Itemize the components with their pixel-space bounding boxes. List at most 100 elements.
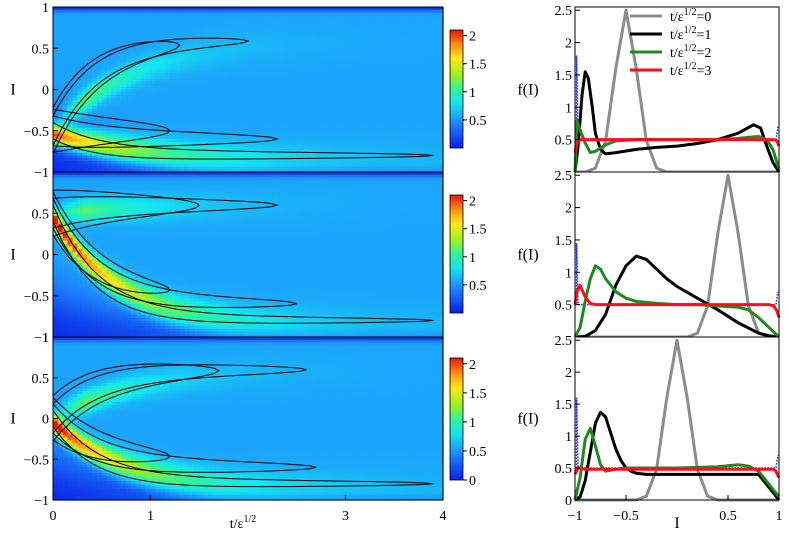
heatmap-cell	[350, 106, 356, 110]
heatmap-cell	[67, 42, 74, 47]
heatmap-cell	[301, 100, 308, 104]
heatmap-cell	[287, 42, 293, 47]
heatmap-cell	[243, 15, 249, 19]
heatmap-cell	[248, 70, 254, 74]
heatmap-cell	[96, 62, 103, 66]
heatmap-cell	[165, 95, 171, 99]
heatmap-cell	[340, 62, 347, 66]
heatmap-cell	[82, 128, 88, 132]
heatmap-cell	[243, 56, 249, 60]
heatmap-cell	[121, 42, 127, 47]
heatmap-cell	[82, 108, 88, 113]
heatmap-cell	[355, 75, 361, 80]
heatmap-cell	[174, 108, 181, 113]
heatmap-cell	[135, 20, 142, 25]
heatmap-cell	[223, 53, 230, 58]
heatmap-cell	[282, 84, 288, 88]
heatmap-cell	[301, 81, 308, 85]
heatmap-cell	[335, 147, 342, 151]
heatmap-cell	[92, 169, 98, 173]
heatmap-cell	[335, 51, 342, 55]
heatmap-cell	[135, 141, 142, 146]
heatmap-cell	[257, 31, 264, 36]
heatmap-cell	[257, 53, 264, 58]
heatmap-panel-2: 0.50−0.5−1I	[10, 171, 444, 346]
heatmap-cell	[126, 161, 132, 165]
heatmap-cell	[111, 73, 117, 77]
heatmap-cell	[306, 42, 312, 47]
heatmap-cell	[277, 15, 283, 19]
heatmap-cell	[72, 95, 78, 99]
heatmap-cell	[233, 81, 239, 85]
heatmap-cell	[140, 42, 147, 47]
heatmap-cell	[262, 169, 269, 173]
heatmap-cell	[67, 125, 74, 129]
heatmap-cell	[316, 158, 322, 162]
heatmap-cell	[131, 64, 137, 69]
heatmap-cell	[287, 37, 293, 41]
heatmap-cell	[155, 92, 161, 96]
heatmap-cell	[238, 136, 244, 140]
heatmap-cell	[340, 75, 347, 80]
heatmap-cell	[53, 136, 59, 140]
heatmap-cell	[257, 29, 264, 33]
heatmap-cell	[326, 161, 332, 165]
heatmap-cell	[131, 9, 137, 14]
heatmap-cell	[101, 15, 108, 19]
heatmap-cell	[252, 133, 259, 137]
heatmap-cell	[243, 51, 249, 55]
heatmap-cell	[345, 15, 351, 19]
heatmap-cell	[150, 62, 156, 66]
heatmap-cell	[326, 59, 332, 63]
heatmap-cell	[140, 12, 147, 16]
heatmap-cell	[228, 23, 234, 27]
heatmap-cell	[53, 119, 59, 124]
heatmap-cell	[262, 161, 269, 165]
heatmap-cell	[360, 51, 366, 55]
heatmap-cell	[228, 106, 234, 110]
heatmap-cell	[145, 18, 152, 22]
heatmap-cell	[160, 155, 166, 159]
heatmap-cell	[345, 29, 351, 33]
heatmap-cell	[140, 84, 147, 88]
heatmap-cell	[140, 56, 147, 60]
heatmap-cell	[165, 26, 171, 30]
heatmap-cell	[67, 64, 74, 69]
heatmap-cell	[223, 125, 230, 129]
heatmap-cell	[194, 23, 200, 27]
heatmap-cell	[335, 78, 342, 82]
heatmap-cell	[189, 150, 195, 154]
heatmap-cell	[233, 29, 239, 33]
heatmap-cell	[121, 18, 127, 22]
heatmap-cell	[174, 86, 181, 91]
heatmap-cell	[72, 51, 78, 55]
heatmap-cell	[77, 128, 83, 132]
heatmap-cell	[179, 125, 186, 129]
heatmap-cell	[57, 147, 64, 151]
heatmap-cell	[223, 67, 230, 71]
heatmap-cell	[233, 130, 239, 135]
heatmap-cell	[282, 155, 288, 159]
heatmap-cell	[140, 73, 147, 77]
heatmap-cell	[228, 84, 234, 88]
heatmap-cell	[126, 89, 132, 93]
heatmap-cell	[67, 75, 74, 80]
heatmap-cell	[194, 34, 200, 38]
heatmap-cell	[87, 15, 93, 19]
heatmap-cell	[62, 73, 69, 77]
heatmap-cell	[335, 34, 342, 38]
heatmap-cell	[262, 111, 269, 115]
heatmap-cell	[238, 106, 244, 110]
heatmap-cell	[282, 89, 288, 93]
heatmap-cell	[101, 100, 108, 104]
heatmap-cell	[155, 23, 161, 27]
heatmap-cell	[345, 40, 351, 44]
heatmap-cell	[62, 53, 69, 58]
heatmap-cell	[228, 7, 234, 11]
heatmap-cell	[311, 51, 317, 55]
heatmap-cell	[82, 62, 88, 66]
heatmap-cell	[140, 40, 147, 44]
heatmap-cell	[131, 75, 137, 80]
heatmap-cell	[204, 48, 210, 52]
heatmap-cell	[111, 7, 117, 11]
